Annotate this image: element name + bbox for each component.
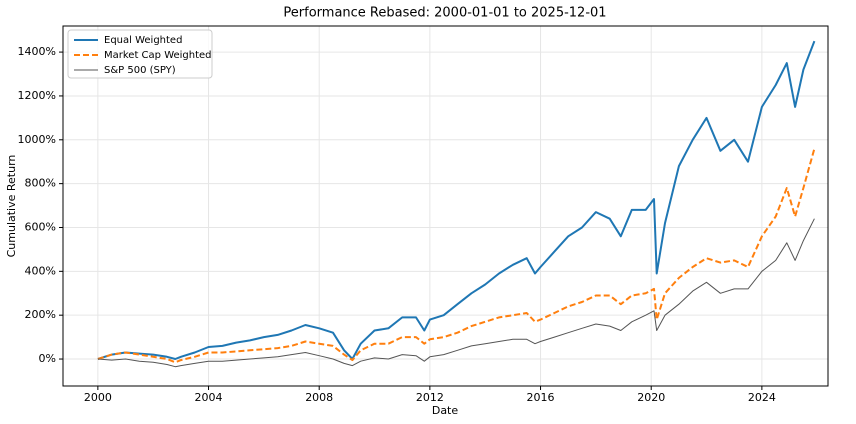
legend-label: Market Cap Weighted (104, 50, 212, 61)
series-line (97, 148, 816, 364)
x-tick-label: 2020 (637, 391, 665, 404)
y-tick-label: 1000% (18, 133, 56, 146)
x-axis-label: Date (432, 404, 459, 417)
y-tick-label: 200% (25, 308, 56, 321)
legend-box (67, 29, 213, 79)
legend-label: Equal Weighted (104, 35, 182, 46)
series-line (97, 40, 816, 360)
x-tick-label: 2000 (84, 391, 112, 404)
y-tick-label: 600% (25, 220, 56, 233)
y-tick-label: 1200% (18, 89, 56, 102)
y-tick-label: 0% (39, 352, 56, 365)
chart-title: Performance Rebased: 2000-01-01 to 2025-… (283, 6, 606, 21)
plot-frame (62, 25, 829, 387)
x-tick-label: 2024 (748, 391, 776, 404)
y-tick-label: 800% (25, 177, 56, 190)
x-tick-label: 2004 (195, 391, 223, 404)
y-tick-label: 1400% (18, 45, 56, 58)
y-axis-label: Cumulative Return (5, 155, 18, 258)
legend-label: S&P 500 (SPY) (104, 65, 176, 76)
x-tick-label: 2012 (416, 391, 444, 404)
series-line (97, 218, 815, 368)
y-tick-label: 400% (25, 264, 56, 277)
x-tick-label: 2008 (305, 391, 333, 404)
legend: Equal Weighted Market Cap Weighted S&P 500… (67, 29, 213, 79)
x-tick-label: 2016 (527, 391, 555, 404)
